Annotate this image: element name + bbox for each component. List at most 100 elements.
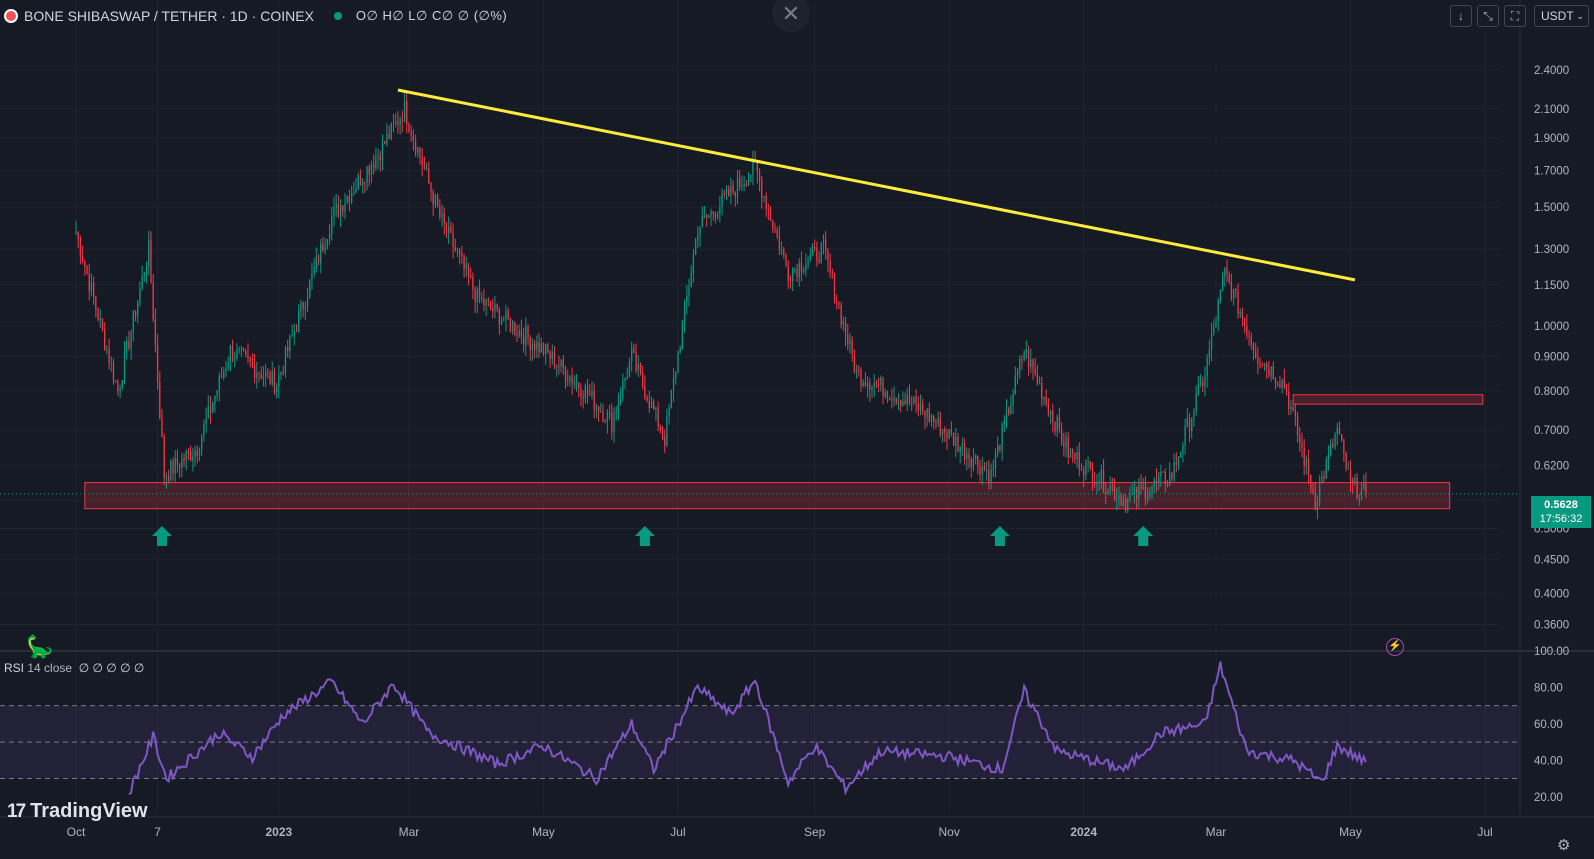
- candle-body: [487, 299, 489, 301]
- candle-body: [655, 407, 657, 410]
- candle-body: [1312, 489, 1314, 493]
- candle-body: [119, 387, 121, 392]
- candle-body: [551, 352, 553, 359]
- candle-body: [1160, 471, 1162, 477]
- up-arrow-icon: [1133, 526, 1154, 546]
- candle-body: [1177, 457, 1180, 465]
- candle-body: [408, 124, 410, 132]
- candle-body: [178, 464, 181, 468]
- dinosaur-icon[interactable]: 🦕: [26, 634, 54, 659]
- candle-body: [1010, 404, 1012, 415]
- tradingview-logo[interactable]: 17 TradingView: [7, 800, 148, 823]
- candle-body: [207, 405, 209, 419]
- candle-body: [1349, 468, 1352, 481]
- y-tick-label: 1.7000: [1534, 166, 1569, 178]
- candle-body: [1166, 484, 1169, 486]
- candle-body: [1202, 381, 1204, 387]
- candle-body: [816, 247, 818, 261]
- candle-body: [769, 209, 772, 221]
- candle-body: [750, 175, 752, 178]
- candle-body: [1208, 349, 1211, 358]
- close-icon[interactable]: ✕: [772, 0, 810, 32]
- gear-icon[interactable]: ⚙: [1557, 837, 1571, 854]
- candle-body: [335, 204, 337, 208]
- candle-body: [525, 326, 527, 345]
- candle-body: [450, 226, 452, 234]
- candle-body: [264, 372, 267, 377]
- up-arrow-icon: [151, 526, 172, 546]
- candle-body: [875, 383, 878, 385]
- candle-body: [783, 249, 785, 256]
- candle-body: [373, 164, 375, 169]
- lightning-icon[interactable]: ⚡: [1386, 638, 1404, 656]
- candle-body: [937, 417, 939, 424]
- candle-body: [1354, 477, 1356, 483]
- candle-body: [882, 377, 884, 397]
- candle-body: [1122, 498, 1125, 506]
- candle-body: [611, 412, 613, 432]
- currency-select[interactable]: USDT ⌄: [1534, 5, 1589, 27]
- candle-body: [926, 408, 928, 418]
- candle-body: [467, 264, 470, 277]
- candle-body: [739, 177, 741, 187]
- candle-body: [913, 397, 915, 404]
- candle-body: [337, 204, 340, 216]
- candle-body: [395, 121, 397, 124]
- candle-body: [877, 383, 880, 385]
- candle-body: [866, 383, 869, 387]
- candle-body: [141, 276, 143, 289]
- candle-body: [836, 300, 838, 303]
- candle-body: [1263, 363, 1266, 366]
- candle-body: [827, 250, 829, 261]
- rsi-name[interactable]: RSI: [4, 661, 25, 675]
- candle-body: [952, 433, 955, 446]
- candle-body: [712, 211, 714, 214]
- rsi-tick-label: 100.00: [1534, 646, 1569, 658]
- candle-body: [77, 231, 79, 239]
- y-tick-label: 1.0000: [1534, 321, 1569, 333]
- candle-body: [891, 399, 893, 401]
- candle-body: [108, 349, 110, 363]
- candle-body: [606, 412, 609, 422]
- candle-body: [979, 466, 981, 475]
- tradingview-mark-icon: 17: [7, 800, 26, 822]
- candle-body: [842, 320, 845, 325]
- candle-body: [959, 446, 961, 452]
- candle-body: [743, 184, 745, 187]
- candle-body: [123, 351, 126, 381]
- candle-body: [705, 215, 708, 218]
- candle-body: [1299, 435, 1301, 443]
- candle-body: [1221, 276, 1224, 290]
- candle-body: [999, 444, 1001, 451]
- symbol-title[interactable]: BONE SHIBASWAP / TETHER · 1D · COINEX: [24, 8, 314, 24]
- candle-body: [399, 119, 401, 125]
- candle-body: [205, 418, 207, 425]
- candle-body: [957, 436, 959, 452]
- candle-body: [1228, 274, 1230, 282]
- candle-body: [172, 461, 174, 474]
- candle-body: [818, 260, 820, 263]
- y-tick-label: 0.7000: [1534, 425, 1569, 437]
- candle-body: [289, 336, 291, 352]
- candle-body: [944, 428, 946, 433]
- candle-body: [593, 390, 595, 410]
- candle-body: [1076, 452, 1078, 460]
- candle-body: [214, 395, 216, 404]
- candle-body: [904, 400, 906, 405]
- download-icon[interactable]: ↓: [1450, 5, 1472, 27]
- candle-body: [833, 273, 836, 301]
- collapse-icon[interactable]: ⤡: [1477, 5, 1499, 27]
- candle-body: [253, 365, 256, 378]
- candle-body: [794, 268, 796, 270]
- candle-body: [1072, 449, 1074, 453]
- candle-body: [628, 361, 631, 377]
- candle-body: [1144, 486, 1147, 500]
- fullscreen-icon[interactable]: ⛶: [1504, 5, 1526, 27]
- candle-body: [430, 182, 432, 192]
- candle-body: [710, 211, 712, 216]
- candle-body: [1325, 459, 1327, 479]
- candle-body: [267, 372, 269, 374]
- candle-body: [1210, 333, 1213, 350]
- candle-body: [1060, 428, 1063, 442]
